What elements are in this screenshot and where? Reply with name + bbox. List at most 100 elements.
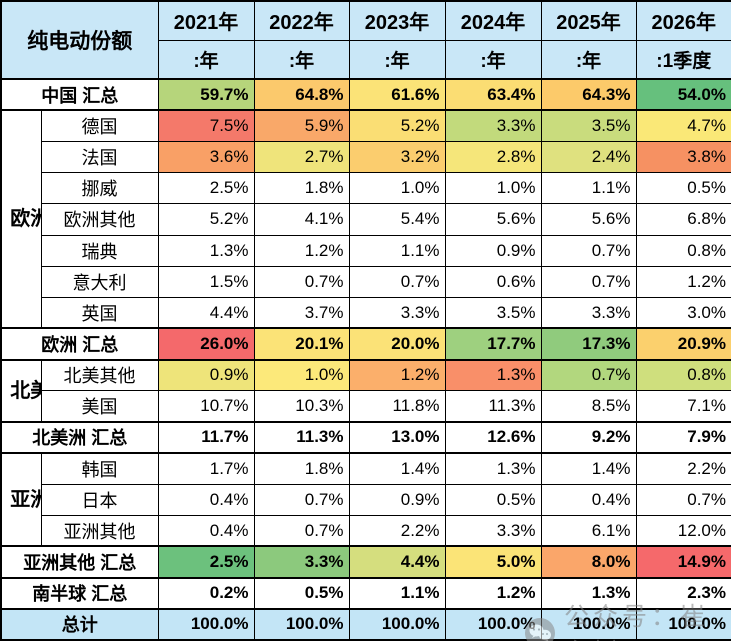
data-cell: 4.4% (348, 545, 446, 579)
column-header-year: 2025年 (540, 0, 637, 41)
data-cell: 4.4% (157, 296, 255, 329)
data-cell: 5.6% (444, 203, 542, 236)
data-cell: 20.1% (253, 327, 350, 361)
table-title: 纯电动份额 (0, 0, 159, 80)
data-cell: 5.9% (253, 109, 350, 143)
data-cell: 0.7% (253, 514, 350, 547)
data-cell: 17.3% (540, 327, 637, 361)
row-label: 北美其他 (40, 358, 159, 392)
data-cell: 1.8% (253, 172, 350, 205)
data-cell: 6.1% (540, 514, 637, 547)
data-cell: 3.0% (635, 296, 731, 329)
column-header-period: :年 (444, 39, 542, 80)
column-header-year: 2021年 (157, 0, 255, 41)
data-cell: 64.3% (540, 78, 637, 111)
table-row-na-other: 北美洲 北美其他 0.9% 1.0% 1.2% 1.3% 0.7% 0.8% (0, 358, 731, 423)
data-cell: 2.2% (348, 514, 446, 547)
data-cell: 1.8% (253, 452, 350, 485)
data-cell: 20.0% (348, 327, 446, 361)
row-label: 挪威 (40, 172, 159, 205)
data-cell: 2.8% (444, 141, 542, 174)
data-cell: 1.7% (157, 452, 255, 485)
data-cell: 7.9% (635, 420, 731, 454)
table-row-norway: 挪威 2.5% 1.8% 1.0% 1.0% 1.1% 0.5% (1, 172, 731, 205)
group-label: 北美洲 (10, 379, 40, 402)
table-row-china-total: 中国 汇总 59.7% 64.8% 61.6% 63.4% 64.3% 54.0… (0, 78, 731, 111)
table-row-asia-other-total: 亚洲其他 汇总 2.5% 3.3% 4.4% 5.0% 8.0% 14.9% (0, 545, 731, 579)
data-cell: 0.7% (540, 358, 637, 392)
row-label: 德国 (40, 109, 159, 143)
data-cell: 54.0% (635, 78, 731, 111)
data-cell: 3.8% (635, 141, 731, 174)
data-cell: 1.3% (157, 234, 255, 267)
column-header-period: :年 (348, 39, 446, 80)
column-header-period: :年 (157, 39, 255, 80)
column-header-year: 2026年 (635, 0, 731, 41)
data-cell: 1.5% (157, 265, 255, 298)
data-cell: 7.5% (157, 109, 255, 143)
data-cell: 0.5% (444, 483, 542, 516)
data-cell: 0.4% (540, 483, 637, 516)
table-row-usa: 美国 10.7% 10.3% 11.8% 11.3% 8.5% 7.1% (1, 390, 731, 423)
data-cell: 1.0% (253, 358, 350, 392)
group-label: 亚洲其他 (10, 488, 40, 511)
data-cell: 3.2% (348, 141, 446, 174)
table-row-uk: 英国 4.4% 3.7% 3.3% 3.5% 3.3% 3.0% (1, 296, 731, 329)
data-cell: 4.1% (253, 203, 350, 236)
data-cell: 5.4% (348, 203, 446, 236)
table-row-south-total: 南半球 汇总 0.2% 0.5% 1.1% 1.2% 1.3% 2.3% (0, 576, 731, 610)
header-row-years: 纯电动份额 2021年 2022年 2023年 2024年 2025年 2026… (0, 0, 731, 80)
data-cell: 17.7% (444, 327, 542, 361)
row-label: 韩国 (40, 452, 159, 485)
data-cell: 9.2% (540, 420, 637, 454)
data-cell: 10.3% (253, 390, 350, 423)
table-row-korea: 亚洲其他 韩国 1.7% 1.8% 1.4% 1.3% 1.4% 2.2% (0, 452, 731, 547)
data-cell: 100.0% (444, 607, 542, 641)
group-label: 欧洲 (10, 208, 40, 231)
row-label: 日本 (40, 483, 159, 516)
data-cell: 1.1% (348, 234, 446, 267)
data-cell: 0.7% (540, 234, 637, 267)
data-cell: 0.4% (157, 483, 255, 516)
data-cell: 1.2% (635, 265, 731, 298)
data-cell: 2.4% (540, 141, 637, 174)
data-cell: 1.4% (348, 452, 446, 485)
column-header-period: :年 (253, 39, 350, 80)
data-cell: 0.9% (157, 358, 255, 392)
data-cell: 0.7% (348, 265, 446, 298)
data-cell: 100.0% (157, 607, 255, 641)
data-cell: 1.2% (253, 234, 350, 267)
data-cell: 1.2% (348, 358, 446, 392)
row-label: 总计 (0, 607, 159, 641)
data-cell: 8.5% (540, 390, 637, 423)
data-cell: 3.7% (253, 296, 350, 329)
data-cell: 2.2% (635, 452, 731, 485)
data-cell: 2.3% (635, 576, 731, 610)
table-row-na-total: 北美洲 汇总 11.7% 11.3% 13.0% 12.6% 9.2% 7.9% (0, 420, 731, 454)
data-cell: 0.5% (635, 172, 731, 205)
data-cell: 5.2% (348, 109, 446, 143)
data-cell: 11.3% (253, 420, 350, 454)
data-cell: 64.8% (253, 78, 350, 111)
data-cell: 11.8% (348, 390, 446, 423)
data-cell: 3.3% (348, 296, 446, 329)
table-row-sweden: 瑞典 1.3% 1.2% 1.1% 0.9% 0.7% 0.8% (1, 234, 731, 267)
column-header-year: 2023年 (348, 0, 446, 41)
data-cell: 1.3% (444, 358, 542, 392)
data-cell: 6.8% (635, 203, 731, 236)
row-group-europe: 欧洲 (0, 109, 42, 329)
data-cell: 11.7% (157, 420, 255, 454)
table-row-italy: 意大利 1.5% 0.7% 0.7% 0.6% 0.7% 1.2% (1, 265, 731, 298)
data-cell: 4.7% (635, 109, 731, 143)
data-cell: 0.4% (157, 514, 255, 547)
data-cell: 1.3% (444, 452, 542, 485)
column-header-year: 2024年 (444, 0, 542, 41)
row-label: 亚洲其他 (40, 514, 159, 547)
data-cell: 3.5% (444, 296, 542, 329)
data-cell: 100.0% (540, 607, 637, 641)
data-cell: 0.5% (253, 576, 350, 610)
row-label: 南半球 汇总 (0, 576, 159, 610)
row-label: 中国 汇总 (0, 78, 159, 111)
data-cell: 0.7% (635, 483, 731, 516)
